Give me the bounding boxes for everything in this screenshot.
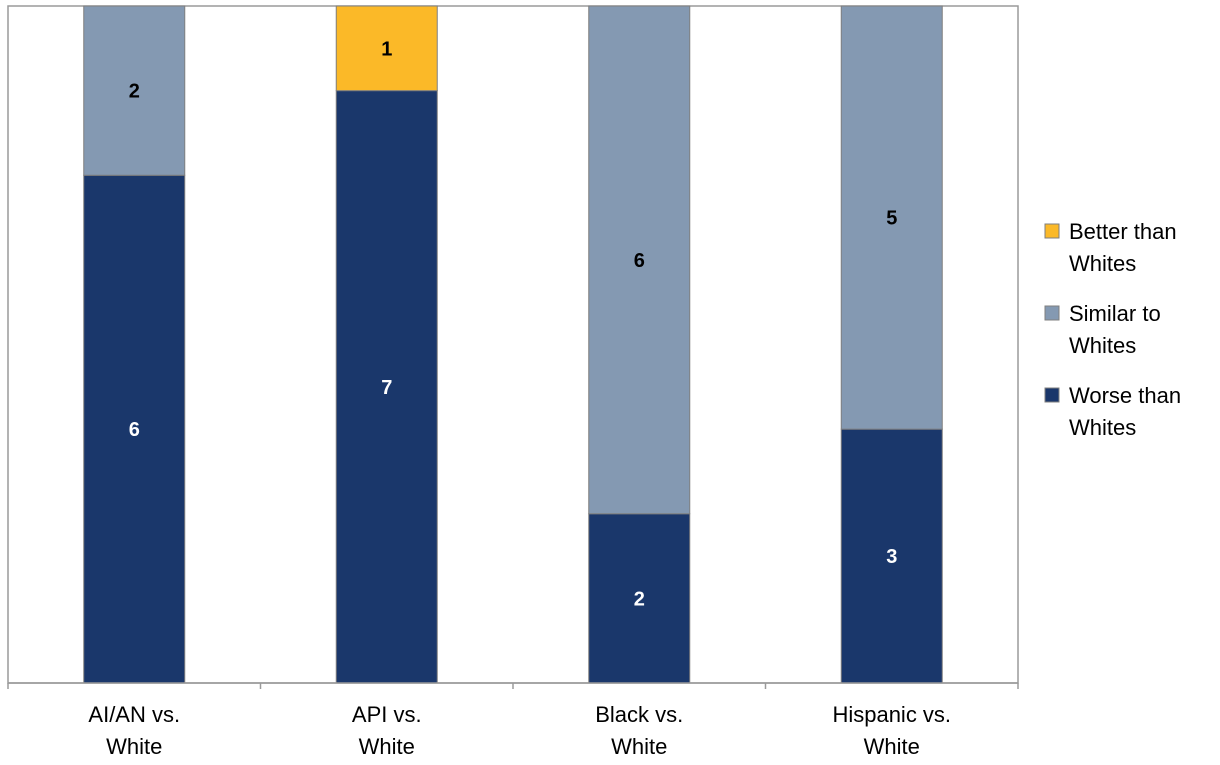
legend-swatch [1044,387,1060,403]
data-label: 3 [886,546,897,568]
bar-segment [588,5,691,515]
data-label: 2 [634,588,645,610]
legend-entry: Similar to Whites [1069,301,1161,358]
data-label: 2 [129,81,140,103]
data-label: 5 [886,208,897,230]
data-label: 6 [129,419,140,441]
bar-segment [840,428,943,684]
category-labels: AI/AN vs. White API vs. White Black vs. White… [88,702,951,759]
legend-entry: Better than Whites [1069,219,1177,276]
x-tick-label: AI/AN vs. White [88,702,180,759]
data-label: 7 [381,377,392,399]
bar-segment [83,5,186,176]
bar-segment [83,174,186,684]
legend: Better than Whites Similar to Whites Worse t… [1044,219,1181,440]
data-label: 6 [634,250,645,272]
bar-segment [588,513,691,684]
bar-segment [335,5,438,92]
legend-entry: Worse than Whites [1069,383,1181,440]
x-tick-label: API vs. White [352,702,422,759]
x-tick-label: Hispanic vs. White [832,702,951,759]
legend-swatch [1044,305,1060,321]
bar-segment [335,90,438,684]
x-tick-label: Black vs. White [595,702,683,759]
bars [83,5,943,684]
data-label: 1 [381,38,392,60]
legend-swatch [1044,223,1060,239]
bar-segment [840,5,943,430]
x-axis [7,682,1019,689]
